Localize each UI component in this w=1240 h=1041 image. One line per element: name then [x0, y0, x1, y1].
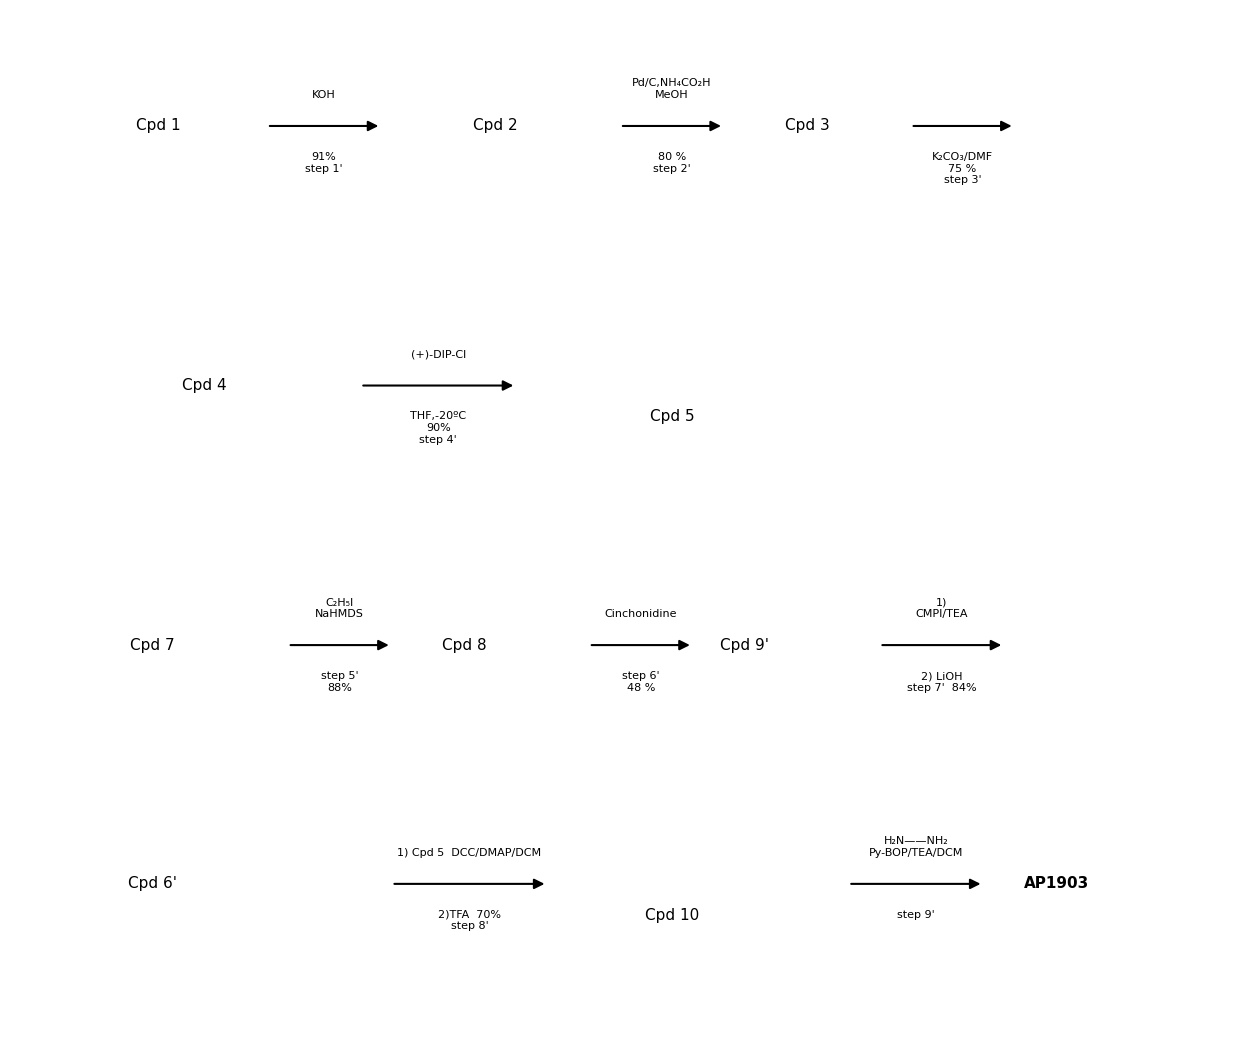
- Text: (+)-DIP-Cl: (+)-DIP-Cl: [410, 350, 466, 359]
- Text: KOH: KOH: [312, 90, 336, 100]
- Text: 2)TFA  70%
step 8': 2)TFA 70% step 8': [438, 910, 501, 932]
- Text: K₂CO₃/DMF
75 %
step 3': K₂CO₃/DMF 75 % step 3': [932, 152, 993, 185]
- Text: 1)
CMPI/TEA: 1) CMPI/TEA: [915, 598, 968, 619]
- Text: step 5'
88%: step 5' 88%: [321, 671, 358, 692]
- Text: H₂N——NH₂
Py-BOP/TEA/DCM: H₂N——NH₂ Py-BOP/TEA/DCM: [869, 836, 963, 858]
- Text: THF,-20ºC
90%
step 4': THF,-20ºC 90% step 4': [410, 411, 466, 445]
- Text: Cpd 6': Cpd 6': [128, 877, 177, 891]
- Text: step 6'
48 %: step 6' 48 %: [622, 671, 660, 692]
- Text: Cpd 5: Cpd 5: [650, 409, 694, 424]
- Text: 1) Cpd 5  DCC/DMAP/DCM: 1) Cpd 5 DCC/DMAP/DCM: [397, 848, 542, 858]
- Text: Cpd 1: Cpd 1: [135, 119, 180, 133]
- Text: Cpd 4: Cpd 4: [182, 378, 227, 393]
- Text: 80 %
step 2': 80 % step 2': [653, 152, 691, 174]
- Text: Cpd 2: Cpd 2: [474, 119, 518, 133]
- Text: 2) LiOH
step 7'  84%: 2) LiOH step 7' 84%: [906, 671, 977, 692]
- Text: Cinchonidine: Cinchonidine: [605, 609, 677, 619]
- Text: 91%
step 1': 91% step 1': [305, 152, 343, 174]
- Text: Cpd 9': Cpd 9': [720, 637, 769, 653]
- Text: step 9': step 9': [897, 910, 935, 920]
- Text: Cpd 10: Cpd 10: [645, 908, 699, 922]
- Text: Pd/C,NH₄CO₂H
MeOH: Pd/C,NH₄CO₂H MeOH: [632, 78, 712, 100]
- Text: Cpd 8: Cpd 8: [441, 637, 486, 653]
- Text: AP1903: AP1903: [1023, 877, 1089, 891]
- Text: Cpd 3: Cpd 3: [785, 119, 830, 133]
- Text: Cpd 7: Cpd 7: [130, 637, 175, 653]
- Text: C₂H₅I
NaHMDS: C₂H₅I NaHMDS: [315, 598, 365, 619]
